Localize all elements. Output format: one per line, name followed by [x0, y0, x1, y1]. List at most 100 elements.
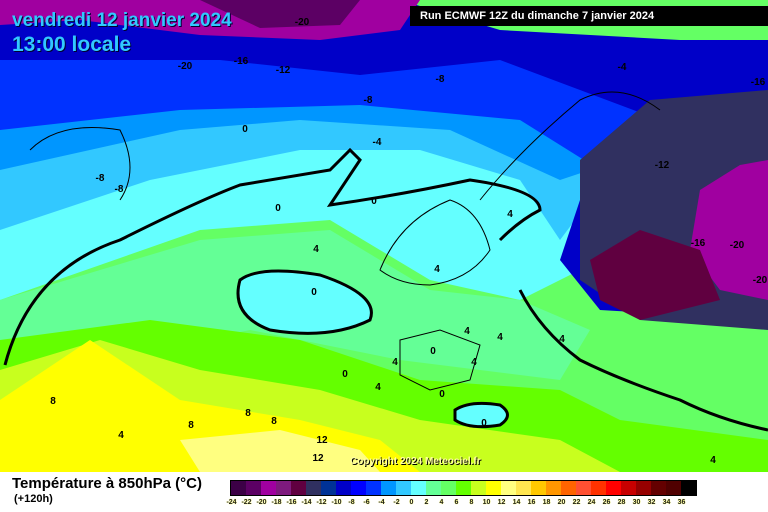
legend-label: -4	[378, 499, 385, 506]
legend-swatch	[456, 481, 471, 495]
legend-label: 16	[527, 499, 536, 506]
contour-label: 8	[50, 396, 56, 407]
legend-label: 36	[677, 499, 686, 506]
legend-label: -18	[271, 499, 282, 506]
contour-label: 0	[481, 418, 487, 429]
legend-swatch	[561, 481, 576, 495]
legend-swatch	[396, 481, 411, 495]
legend-label: -16	[286, 499, 297, 506]
legend-label: -14	[301, 499, 312, 506]
legend-label: 22	[572, 499, 581, 506]
contour-label: 4	[471, 357, 477, 368]
band-deep-blue	[0, 0, 768, 320]
contour-label: 0	[430, 346, 436, 357]
forecast-lead: (+120h)	[14, 493, 53, 505]
contour-label: 8	[271, 416, 277, 427]
contour-label: -20	[730, 240, 745, 251]
forecast-time: 13:00 locale	[12, 33, 132, 56]
band-yellow-pale	[180, 430, 380, 472]
contour-label: 4	[375, 382, 381, 393]
legend-swatch	[291, 481, 306, 495]
forecast-date: vendredi 12 janvier 2024	[12, 10, 232, 31]
contour-label: -16	[234, 56, 249, 67]
legend-label: 4	[439, 499, 444, 506]
band-purple-dark	[200, 0, 360, 28]
legend-label: -2	[393, 499, 400, 506]
legend-label: 2	[424, 499, 429, 506]
contour-label: 4	[710, 455, 716, 466]
legend-label: 24	[587, 499, 596, 506]
color-scale	[230, 480, 697, 496]
legend-swatch	[621, 481, 636, 495]
contour-label: 4	[118, 430, 124, 441]
contour-label: 0	[311, 287, 317, 298]
legend-swatch	[486, 481, 501, 495]
legend-swatch	[411, 481, 426, 495]
legend-label: 26	[602, 499, 611, 506]
contour-label: 4	[313, 244, 319, 255]
legend-label: -8	[348, 499, 355, 506]
contour-label: 8	[245, 408, 251, 419]
coastlines	[29, 91, 661, 391]
contour-label: 4	[507, 209, 513, 220]
contour-label: -12	[276, 65, 291, 76]
band-blue	[0, 20, 768, 300]
contour-zero	[3, 147, 542, 366]
contour-label: 0	[242, 124, 248, 135]
contour-label: -12	[655, 160, 670, 171]
legend-label: -10	[331, 499, 342, 506]
copyright: Copyright 2024 Meteociel.fr	[350, 456, 481, 467]
legend-label: 18	[542, 499, 551, 506]
legend-swatch	[471, 481, 486, 495]
contour-label: 12	[312, 453, 324, 464]
model-run-label: Run ECMWF 12Z du dimanche 7 janvier 2024	[410, 6, 768, 26]
legend-footer: Température à 850hPa (°C) (+120h) -24 -22…	[0, 472, 768, 512]
legend-swatch	[276, 481, 291, 495]
legend-swatch	[261, 481, 276, 495]
contour-label: -16	[751, 77, 766, 88]
contour-label: -20	[753, 275, 768, 286]
contour-zero-east	[518, 289, 768, 432]
legend-swatch	[546, 481, 561, 495]
contour-label: 4	[559, 334, 565, 345]
contour-label: -16	[691, 238, 706, 249]
legend-swatch	[606, 481, 621, 495]
legend-swatch	[381, 481, 396, 495]
contour-label: 4	[392, 357, 398, 368]
legend-swatch	[306, 481, 321, 495]
map-title: Température à 850hPa (°C)	[12, 475, 202, 492]
legend-label: 32	[647, 499, 656, 506]
contour-label: 4	[497, 332, 503, 343]
contour-label: -8	[115, 184, 124, 195]
legend-label: -20	[256, 499, 267, 506]
legend-label: 14	[512, 499, 521, 506]
legend-swatch	[426, 481, 441, 495]
legend-label: 12	[497, 499, 506, 506]
legend-swatch	[516, 481, 531, 495]
legend-swatch	[231, 481, 246, 495]
legend-swatch	[651, 481, 666, 495]
contour-label: -20	[178, 61, 193, 72]
legend-label: -22	[241, 499, 252, 506]
band-purple-east2	[590, 230, 720, 320]
legend-label: 10	[482, 499, 491, 506]
legend-swatch	[681, 481, 696, 495]
contour-label: -8	[364, 95, 373, 106]
contour-label: -8	[436, 74, 445, 85]
legend-swatch	[531, 481, 546, 495]
legend-label: 30	[632, 499, 641, 506]
legend-label: 28	[617, 499, 626, 506]
color-scale-labels: -24 -22 -20 -18 -16 -14 -12 -10 -8 -6 -4 -2 0 2 4 6 8 10 1…	[224, 499, 689, 506]
region-cold-pool-atlantic	[236, 269, 373, 335]
legend-label: -12	[316, 499, 327, 506]
legend-swatch	[636, 481, 651, 495]
legend-label: 34	[662, 499, 671, 506]
legend-label: 0	[409, 499, 414, 506]
legend-label: -24	[226, 499, 237, 506]
legend-label: 20	[557, 499, 566, 506]
contour-label: -20	[295, 17, 310, 28]
legend-swatch	[591, 481, 606, 495]
contour-label: -4	[618, 62, 627, 73]
legend-swatch	[366, 481, 381, 495]
